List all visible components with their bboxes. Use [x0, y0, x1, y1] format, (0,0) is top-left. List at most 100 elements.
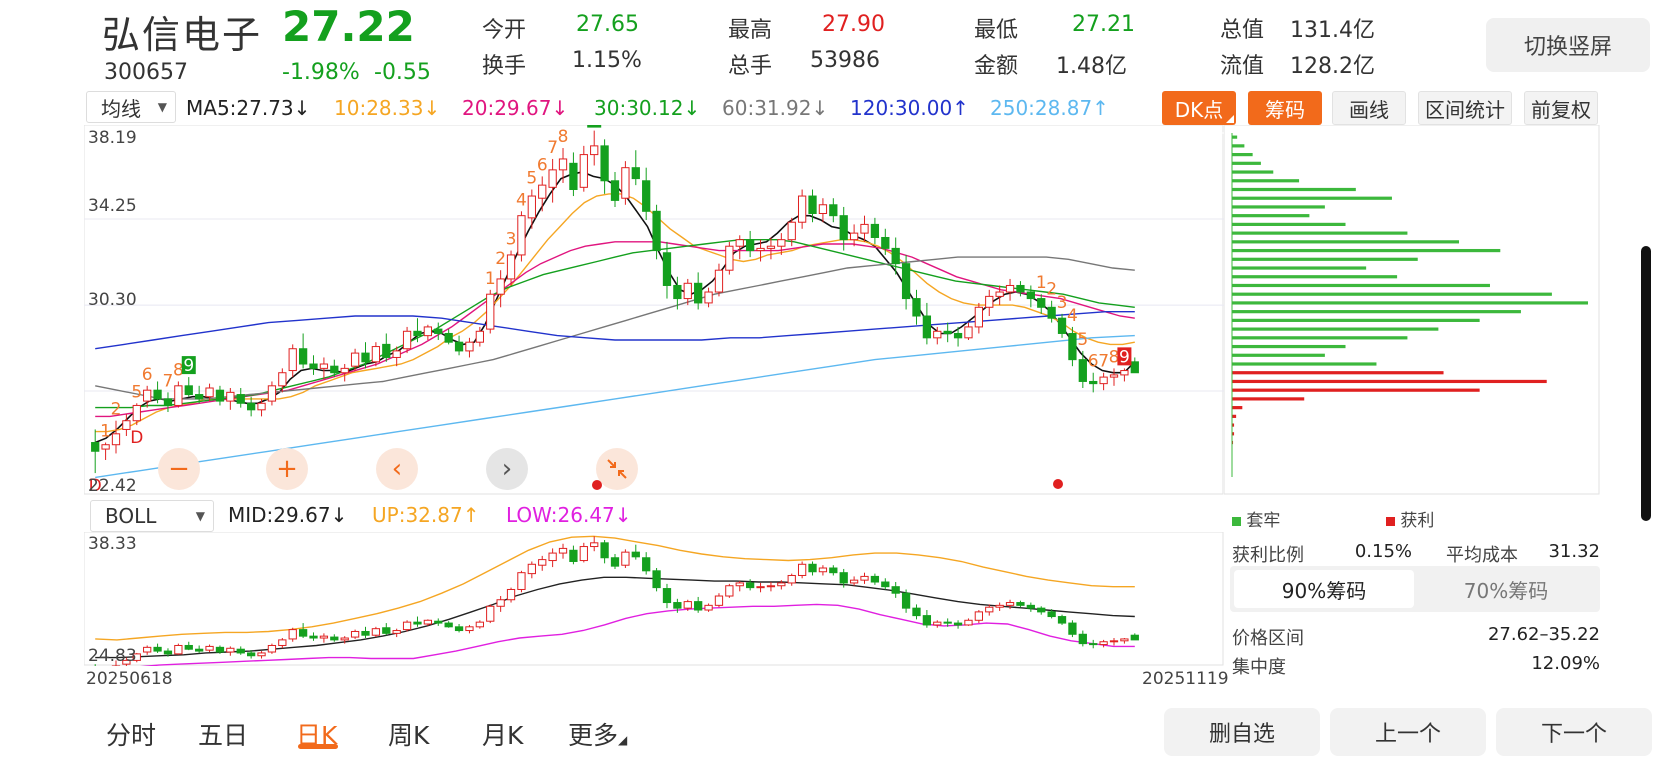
candle-body [423, 326, 433, 337]
candle [1026, 285, 1035, 308]
boll-candle [849, 576, 859, 586]
candle-body [839, 572, 848, 584]
stock-name: 弘信电子 [102, 13, 263, 57]
legend-profit: 获利 [1386, 506, 1434, 531]
ma60-value: 60:31.92↓ [722, 96, 829, 120]
candle [91, 429, 100, 474]
boll-candle [1099, 639, 1108, 648]
candle-body [652, 570, 661, 589]
quote-label-turnover: 换手 [482, 54, 527, 79]
y-axis-label-bottom: 22.42 [88, 476, 137, 496]
candle-body [382, 627, 391, 634]
boll-candle [662, 583, 672, 609]
legend-trapped: 套牢 [1232, 506, 1280, 531]
candle-body [538, 184, 547, 199]
next-stock-button[interactable]: 下一个 [1496, 708, 1652, 756]
dk-point-button[interactable]: DK点 [1162, 91, 1236, 125]
ma5-value: MA5:27.73↓ [186, 96, 311, 120]
candle-body [340, 367, 349, 374]
boll-candle [454, 624, 464, 633]
candle [995, 285, 1004, 306]
candle-body [319, 635, 329, 639]
previous-stock-button[interactable]: 上一个 [1330, 708, 1486, 756]
candle-body [964, 326, 973, 339]
concentration-value: 12.09% [1531, 653, 1600, 674]
kline-chart[interactable]: 1256789DD123456789123456789 [84, 125, 1224, 495]
chip-bar [1232, 301, 1588, 305]
candle-body [1047, 306, 1056, 319]
scroll-right-button[interactable]: › [486, 448, 528, 490]
sequence-marker: 1 [100, 422, 111, 442]
candle-body [236, 394, 245, 404]
tab-90-chip[interactable]: 90%筹码 [1234, 570, 1414, 608]
candle-body [174, 644, 183, 655]
candle [953, 326, 963, 347]
candle [1005, 278, 1015, 301]
tab-weekly-k[interactable]: 周K [388, 721, 430, 750]
candle-body [288, 348, 297, 372]
boll-candle [694, 596, 703, 613]
scroll-left-button[interactable]: ‹ [376, 448, 418, 490]
chip-bar [1232, 388, 1480, 392]
boll-candle [1037, 606, 1046, 615]
scrollbar[interactable] [1641, 246, 1651, 521]
collapse-icon [607, 459, 627, 479]
candle-body [694, 282, 703, 304]
candle-body [610, 180, 620, 201]
boll-selector[interactable]: BOLL ▼ [90, 500, 214, 532]
chip-button[interactable]: 筹码 [1248, 91, 1322, 125]
range-stats-button[interactable]: 区间统计 [1418, 91, 1512, 125]
draw-line-button[interactable]: 画线 [1332, 91, 1406, 125]
sequence-marker: 2 [495, 249, 506, 269]
candle-body [995, 291, 1004, 297]
candle [309, 355, 318, 375]
boll-candle [298, 623, 308, 639]
candle-body [569, 162, 578, 190]
candle-body [933, 621, 942, 626]
sequence-marker: 9 [1119, 347, 1130, 367]
candle-body [714, 269, 724, 293]
active-tab-indicator [298, 744, 338, 749]
zoom-in-button[interactable]: + [266, 448, 308, 490]
candle-body [943, 621, 952, 624]
tab-intraday[interactable]: 分时 [106, 721, 157, 750]
chip-bar [1232, 397, 1305, 401]
zoom-out-button[interactable]: − [158, 448, 200, 490]
chip-bar [1232, 353, 1325, 357]
event-dot[interactable] [592, 480, 602, 490]
boll-candle [174, 643, 183, 655]
price-range-label: 价格区间 [1232, 628, 1304, 649]
candle-body [195, 394, 204, 400]
ma-selector[interactable]: 均线 ▼ [86, 91, 176, 123]
candle [392, 346, 401, 367]
boll-candle [610, 554, 620, 569]
event-dot[interactable] [1053, 479, 1063, 489]
candle-body [1130, 361, 1139, 374]
candle-body [746, 239, 755, 252]
candle-body [1016, 602, 1025, 606]
forward-adjust-button[interactable]: 前复权 [1524, 91, 1598, 125]
tab-five-day[interactable]: 五日 [198, 721, 249, 750]
remove-watchlist-button[interactable]: 删自选 [1164, 708, 1320, 756]
tab-more[interactable]: 更多◢ [568, 721, 628, 750]
tab-70-chip[interactable]: 70%筹码 [1463, 578, 1549, 603]
marker-box [181, 356, 196, 375]
chip-bar [1232, 423, 1235, 427]
candle [1068, 326, 1077, 367]
chip-bar [1232, 187, 1356, 192]
candle-body [1109, 640, 1119, 643]
candle [330, 359, 339, 378]
tab-monthly-k[interactable]: 月K [482, 721, 524, 750]
candle-body [818, 567, 828, 573]
candle-body [361, 630, 370, 636]
chip-bar [1232, 144, 1245, 148]
boll-chart[interactable] [84, 532, 1224, 666]
candle-body [818, 204, 828, 214]
candle-body [402, 621, 412, 631]
chip-bar [1232, 161, 1261, 165]
quote-label-open: 今开 [482, 18, 527, 43]
chip-bar [1232, 310, 1521, 314]
collapse-button[interactable] [596, 448, 638, 490]
candle-body [1130, 634, 1139, 641]
toggle-portrait-button[interactable]: 切换竖屏 [1486, 18, 1650, 72]
